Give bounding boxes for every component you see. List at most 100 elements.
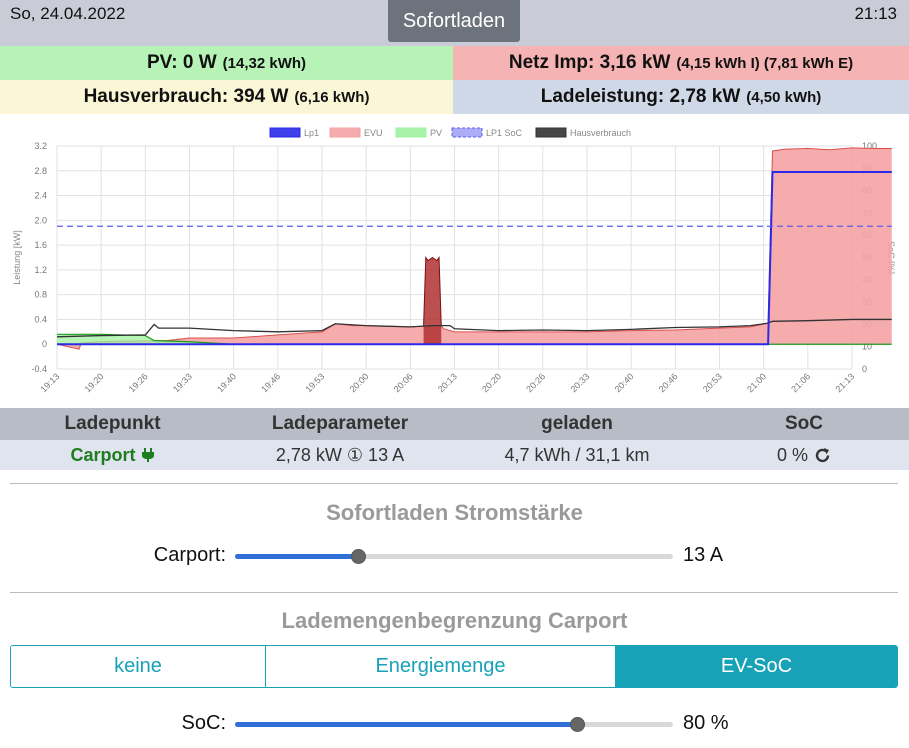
soc-slider-fill — [235, 722, 577, 727]
ladepunkt-row: Carport 2,78 kW ① 13 A 4,7 kWh / 31,1 km… — [0, 440, 909, 470]
current-value: 13 A — [683, 544, 724, 566]
soc-slider-thumb[interactable] — [569, 717, 585, 732]
current-time: 21:13 — [854, 4, 897, 23]
lade-energy: (4,50 kWh) — [746, 88, 822, 106]
refresh-icon[interactable] — [814, 447, 831, 464]
netz-stat: Netz Imp: 3,16 kW (4,15 kWh I) (7,81 kWh… — [453, 46, 909, 80]
ladepunkt-table-header: Ladepunkt Ladeparameter geladen SoC — [0, 408, 909, 440]
x-tick-label: 19:46 — [259, 371, 282, 394]
col-ladepunkt: Ladepunkt — [64, 413, 161, 434]
y2-tick-label: 100 — [862, 141, 877, 151]
x-tick-label: 19:33 — [171, 371, 194, 394]
y-axis-title: Leistung [kW] — [12, 230, 22, 285]
x-tick-label: 19:40 — [215, 371, 238, 394]
x-tick-label: 20:40 — [613, 371, 636, 394]
y-tick-label: -0.4 — [31, 364, 47, 374]
y-tick-label: 0.8 — [34, 290, 47, 300]
stats-row-2: Hausverbrauch: 394 W (6,16 kWh) Ladeleis… — [0, 80, 909, 114]
consumption-spike-line — [423, 256, 442, 326]
soc-slider-row: SoC: 80 % — [0, 709, 909, 739]
x-tick-label: 19:13 — [38, 371, 61, 394]
legend-label: PV — [430, 128, 442, 138]
ladeparameter-value: 2,78 kW ① 13 A — [275, 444, 405, 465]
x-tick-label: 19:26 — [127, 371, 150, 394]
y-tick-label: 1.2 — [34, 265, 47, 275]
divider — [10, 483, 898, 484]
legend-label: LP1 SoC — [486, 128, 523, 138]
pv-energy: (14,32 kWh) — [222, 54, 307, 72]
pv-stat: PV: 0 W (14,32 kWh) — [0, 46, 453, 80]
y-tick-label: 0.4 — [34, 314, 47, 324]
lp1-line — [57, 171, 892, 346]
limit-ev-soc-button[interactable]: EV-SoC — [616, 646, 897, 687]
ladepunkt-name-cell[interactable]: Carport — [0, 440, 225, 470]
sofortladen-slider-label: Carport: — [153, 544, 226, 566]
lade-main: Ladeleistung: 2,78 kW — [540, 86, 741, 107]
legend-swatch — [535, 127, 567, 138]
current-slider-fill — [235, 554, 358, 559]
y-tick-label: 2.8 — [34, 166, 47, 176]
y-tick-label: 2.4 — [34, 191, 47, 201]
hausverbrauch-line — [56, 318, 892, 338]
mode-button[interactable]: Sofortladen — [388, 0, 520, 42]
netz-energy: (4,15 kWh I) (7,81 kWh E) — [676, 54, 854, 72]
x-tick-label: 20:06 — [392, 371, 415, 394]
soc-slider[interactable] — [235, 717, 673, 732]
limit-energy-button[interactable]: Energiemenge — [266, 646, 616, 687]
x-tick-label: 20:53 — [701, 371, 724, 394]
limit-mode-button-group: keine Energiemenge EV-SoC — [10, 645, 898, 688]
soc-slider-label: SoC: — [181, 712, 226, 734]
power-chart: 3.22.82.42.01.61.20.80.40-0.410090807060… — [12, 127, 896, 394]
lademenge-title: Lademengenbegrenzung Carport — [281, 608, 628, 633]
x-tick-label: 20:13 — [436, 371, 459, 394]
legend-swatch — [329, 127, 361, 138]
top-bar: So, 24.04.2022 Sofortladen 21:13 — [0, 0, 909, 46]
legend-label: EVU — [364, 128, 383, 138]
current-date: So, 24.04.2022 — [10, 4, 126, 23]
y-tick-label: 3.2 — [34, 141, 47, 151]
evu-area — [57, 147, 892, 350]
haus-stat: Hausverbrauch: 394 W (6,16 kWh) — [0, 80, 453, 114]
consumption-spike — [423, 257, 442, 345]
legend-swatch — [269, 127, 301, 138]
stats-row-1: PV: 0 W (14,32 kWh) Netz Imp: 3,16 kW (4… — [0, 46, 909, 80]
x-tick-label: 20:33 — [568, 371, 591, 394]
x-tick-label: 20:00 — [348, 371, 371, 394]
pv-main: PV: 0 W — [146, 52, 217, 73]
x-tick-label: 20:46 — [657, 371, 680, 394]
y-tick-label: 0 — [42, 339, 47, 349]
current-slider-thumb[interactable] — [350, 549, 366, 564]
soc-cell: 0 % — [699, 440, 909, 470]
current-slider[interactable] — [235, 549, 673, 564]
sofortladen-slider-row: Carport: 13 A — [0, 541, 909, 571]
col-soc: SoC — [785, 413, 823, 434]
soc-value: 0 % — [776, 444, 809, 465]
evu-line — [56, 147, 892, 350]
y-tick-label: 1.6 — [34, 240, 47, 250]
y2-tick-label: 10 — [862, 342, 872, 352]
limit-none-button[interactable]: keine — [11, 646, 266, 687]
x-tick-label: 19:53 — [303, 371, 326, 394]
sofortladen-title: Sofortladen Stromstärke — [326, 500, 583, 525]
lade-stat: Ladeleistung: 2,78 kW (4,50 kWh) — [453, 80, 909, 114]
legend-swatch — [395, 127, 427, 138]
y2-tick-label: 0 — [862, 364, 867, 374]
divider — [10, 592, 898, 593]
col-geladen: geladen — [541, 413, 613, 434]
x-tick-label: 21:13 — [833, 371, 856, 394]
x-tick-label: 21:00 — [745, 371, 768, 394]
netz-main: Netz Imp: 3,16 kW — [508, 52, 671, 73]
legend-label: Hausverbrauch — [570, 128, 631, 138]
legend-label: Lp1 — [304, 128, 319, 138]
geladen-value: 4,7 kWh / 31,1 km — [504, 444, 650, 465]
haus-main: Hausverbrauch: 394 W — [83, 86, 289, 107]
x-tick-label: 21:06 — [789, 371, 812, 394]
x-tick-label: 20:20 — [480, 371, 503, 394]
haus-energy: (6,16 kWh) — [294, 88, 370, 106]
x-tick-label: 20:26 — [524, 371, 547, 394]
legend-swatch — [451, 127, 483, 138]
y-tick-label: 2.0 — [34, 215, 47, 225]
ladepunkt-name[interactable]: Carport — [70, 444, 136, 465]
col-ladeparameter: Ladeparameter — [271, 413, 409, 434]
soc-limit-value: 80 % — [683, 712, 729, 734]
